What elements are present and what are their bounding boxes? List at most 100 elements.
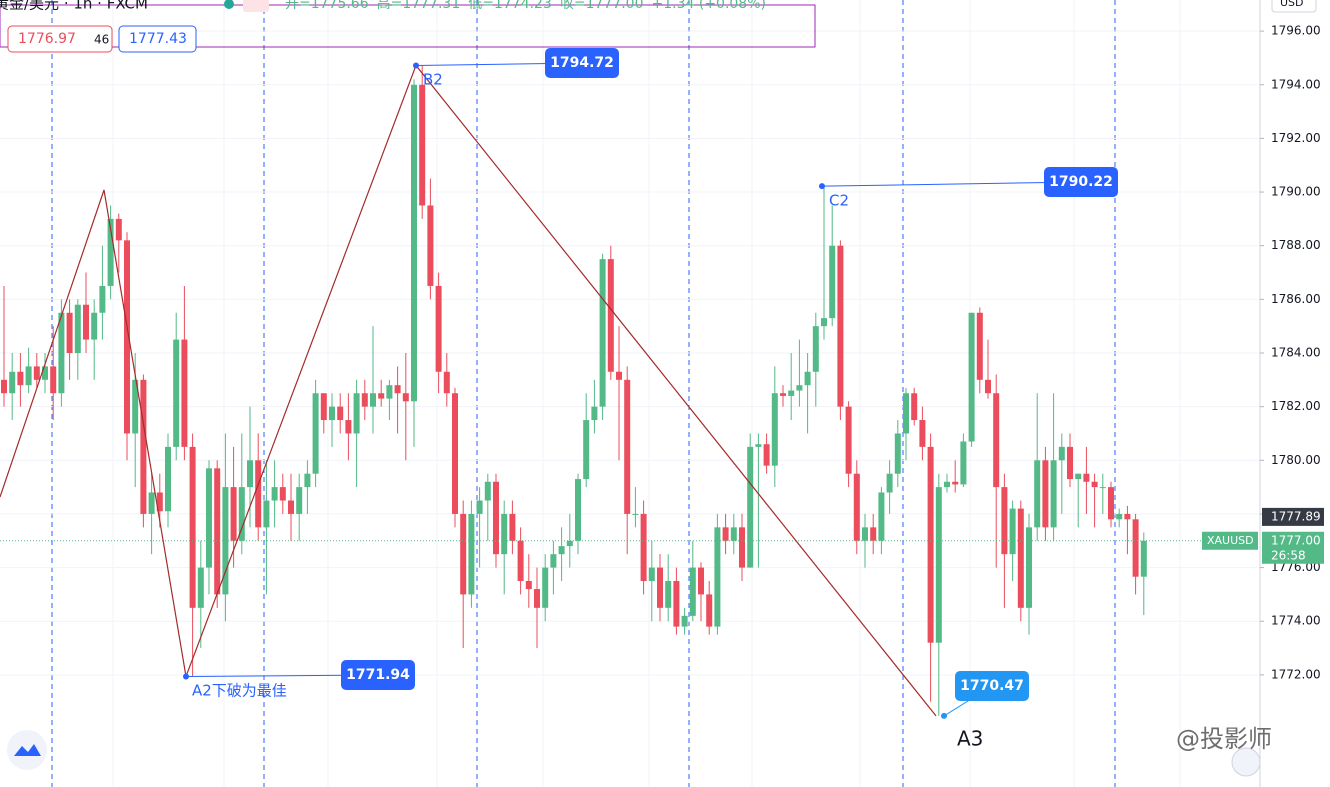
candle-body [829, 245, 836, 319]
plot [0, 64, 1260, 717]
candle-body [665, 580, 672, 608]
candle-body [435, 285, 442, 372]
header: 黄金/美元 · 1h · FXCM 1776.97 46 1777.43 开=1… [0, 0, 766, 53]
candle-body [1132, 519, 1139, 577]
candle-body [698, 567, 704, 595]
candle-body [206, 468, 212, 568]
currency[interactable]: USD [1280, 0, 1304, 9]
candle-body [1009, 508, 1016, 555]
logo-icon [14, 744, 41, 756]
candle-body [534, 589, 540, 608]
y-tick-label: 1780.00 [1271, 453, 1321, 467]
candle-body [370, 393, 376, 407]
candle-body [993, 393, 1000, 488]
candle-body [853, 473, 860, 541]
candle-body [739, 527, 745, 568]
candle-body [509, 513, 516, 541]
candle-body [156, 492, 163, 512]
candle-body [271, 487, 278, 501]
annotation-label: A2下破为最佳 [192, 682, 287, 700]
candle-body [550, 554, 557, 568]
candle-body [1075, 473, 1082, 480]
candle-body [9, 371, 16, 394]
candle-body [58, 312, 65, 394]
candle-body [935, 487, 942, 643]
candle-body [255, 460, 262, 528]
ohlc-item: 低=1774.23 [468, 0, 552, 12]
candle-body [706, 594, 713, 627]
status-icon [243, 0, 269, 12]
candle-body [1083, 473, 1090, 482]
candle-body [607, 259, 614, 372]
candle-body [66, 312, 73, 353]
candle-body [525, 580, 532, 590]
ohlc-item: 收=1777.00 [560, 0, 644, 12]
ohlc-item: 高=1777.31 [377, 0, 461, 12]
candle-body [714, 527, 721, 627]
candle-body [132, 379, 139, 434]
candle-body [1034, 460, 1041, 528]
candle-body [542, 567, 549, 608]
candle-body [1001, 487, 1008, 555]
y-tick-label: 1792.00 [1271, 131, 1321, 145]
candle-body [862, 527, 868, 541]
candle-body [927, 446, 934, 643]
countdown: 26:58 [1271, 548, 1306, 562]
candle-body [214, 468, 221, 595]
candle-body [304, 473, 311, 488]
candle-body [1091, 481, 1098, 488]
annotation-label: A3 [957, 727, 983, 751]
candle-body [501, 513, 508, 555]
candle-body [976, 312, 983, 380]
candle-body [771, 393, 778, 466]
candle-body [173, 339, 180, 447]
callout-line [821, 181, 1082, 187]
candle-body [796, 385, 803, 391]
currency-box[interactable] [1271, 0, 1317, 13]
candle-body [903, 393, 909, 434]
candle-body [460, 513, 467, 595]
y-tick-label: 1784.00 [1271, 345, 1321, 359]
candle-body [197, 567, 204, 608]
candle-body [115, 218, 122, 241]
y-tick-label: 1788.00 [1271, 238, 1321, 252]
range-box [0, 4, 816, 48]
candle-body [624, 379, 631, 514]
candle-body [1140, 540, 1147, 577]
candle-body [83, 304, 89, 340]
anchor-point [941, 712, 947, 719]
candle-body [952, 481, 959, 485]
candle-body [1017, 508, 1024, 608]
candle-body [353, 393, 360, 434]
candle-body [648, 567, 655, 581]
candle-body [1116, 513, 1123, 520]
price-callout [341, 660, 415, 690]
candle-body [17, 371, 24, 386]
y-tick-label: 1774.00 [1271, 614, 1321, 628]
candle-body [337, 406, 344, 421]
flag-icon[interactable] [1231, 747, 1261, 777]
logo[interactable] [7, 730, 47, 770]
candle-body [870, 527, 877, 541]
candle-body [107, 218, 114, 286]
candle-body [960, 441, 967, 485]
candle-body [1124, 513, 1131, 520]
candle-body [747, 446, 754, 568]
candle-body [247, 460, 253, 488]
candle-body [25, 366, 32, 386]
candle-body [845, 406, 852, 474]
y-tick-label: 1786.00 [1271, 292, 1321, 306]
price-callout-label: 1771.94 [346, 667, 410, 683]
ask-box [118, 25, 197, 53]
candle-body [165, 446, 171, 512]
candle-body [263, 500, 270, 528]
candle-body [320, 393, 327, 421]
candle-body [812, 326, 819, 372]
candle-body [689, 567, 696, 616]
symbol-label: XAUUSD [1207, 534, 1254, 547]
candle-body [886, 473, 893, 493]
price-callout [545, 48, 619, 78]
ohlc-item: +1.34 (+0.08%) [652, 0, 766, 12]
